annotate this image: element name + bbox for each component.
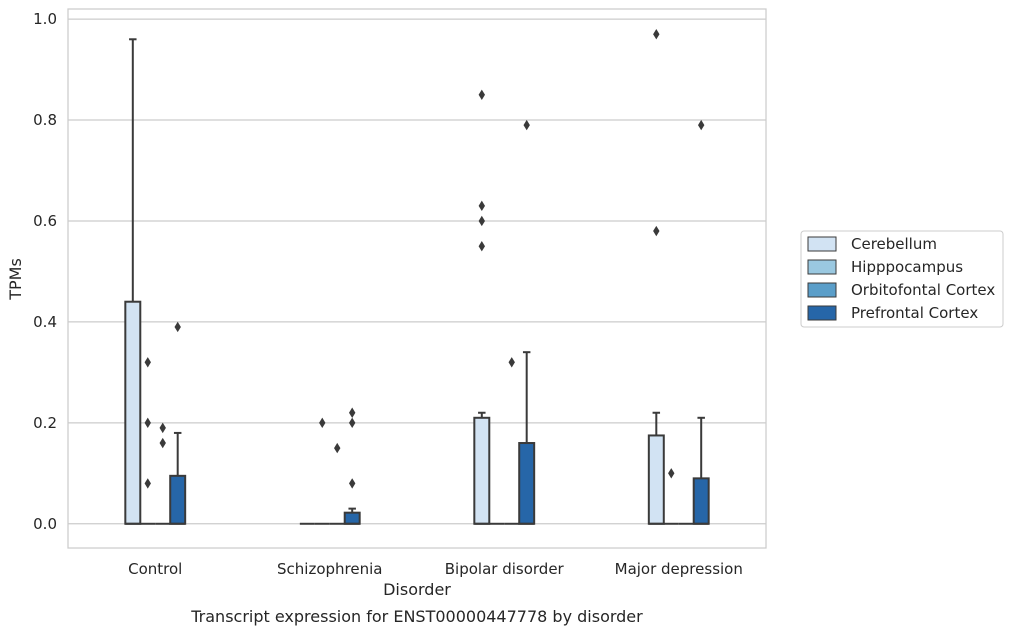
box-plot-marks <box>124 29 710 525</box>
x-tick-label: Control <box>128 560 182 578</box>
x-tick-label: Bipolar disorder <box>445 560 565 578</box>
legend-swatch <box>807 259 837 275</box>
legend-swatch <box>807 282 837 298</box>
outlier-point <box>478 241 486 252</box>
y-axis-label: TPMs <box>6 258 25 301</box>
legend: Cerebellum Hipppocampus Orbitofontal Corte… <box>800 230 1004 328</box>
outlier-point <box>478 89 486 100</box>
outlier-point <box>523 119 530 131</box>
outlier-point <box>174 321 181 333</box>
box-prefrontal-cortex <box>343 511 361 525</box>
outlier-point <box>668 468 675 479</box>
outlier-point <box>478 200 486 212</box>
y-tick-label: 0.4 <box>33 313 57 331</box>
outlier-point <box>334 442 341 454</box>
x-tick-label: Schizophrenia <box>277 560 382 578</box>
outlier-point <box>697 119 705 131</box>
outlier-point <box>144 417 151 429</box>
outlier-point <box>144 478 151 489</box>
outlier-point <box>478 215 486 227</box>
outlier-point <box>319 417 326 429</box>
legend-label: Hipppocampus <box>851 258 963 276</box>
plot-frame <box>67 8 767 549</box>
legend-label: Cerebellum <box>851 235 937 253</box>
outlier-point <box>348 407 356 418</box>
outlier-point <box>144 357 151 368</box>
y-tick-label: 0.2 <box>33 414 57 432</box>
box-prefrontal-cortex <box>518 442 536 525</box>
x-axis-label: Disorder <box>383 580 451 599</box>
legend-label: Prefrontal Cortex <box>851 304 978 322</box>
y-tick-label: 0.0 <box>33 515 57 533</box>
chart-caption: Transcript expression for ENST0000044777… <box>190 607 643 626</box>
outlier-point <box>508 357 515 368</box>
outlier-point <box>348 478 356 489</box>
box-cerebellum <box>124 300 142 525</box>
box-prefrontal-cortex <box>169 474 187 525</box>
x-tick-label: Major depression <box>615 560 743 578</box>
box-prefrontal-cortex <box>692 477 710 525</box>
y-tick-label: 1.0 <box>33 10 57 28</box>
outlier-point <box>159 422 166 434</box>
legend-swatch <box>807 236 837 252</box>
legend-frame <box>800 230 1004 328</box>
legend-label: Orbitofontal Cortex <box>851 281 995 299</box>
outlier-point <box>348 417 356 429</box>
box-cerebellum <box>647 434 665 525</box>
x-tick-labels: Control Schizophrenia Bipolar disorder Majo… <box>128 560 743 578</box>
y-tick-labels: 0.0 0.2 0.4 0.6 0.8 1.0 <box>33 10 57 533</box>
y-tick-label: 0.6 <box>33 212 57 230</box>
legend-swatch <box>807 305 837 321</box>
box-cerebellum <box>473 416 491 525</box>
y-tick-label: 0.8 <box>33 111 57 129</box>
outlier-point <box>653 225 660 237</box>
outlier-point <box>159 437 166 449</box>
outlier-point <box>653 29 660 40</box>
